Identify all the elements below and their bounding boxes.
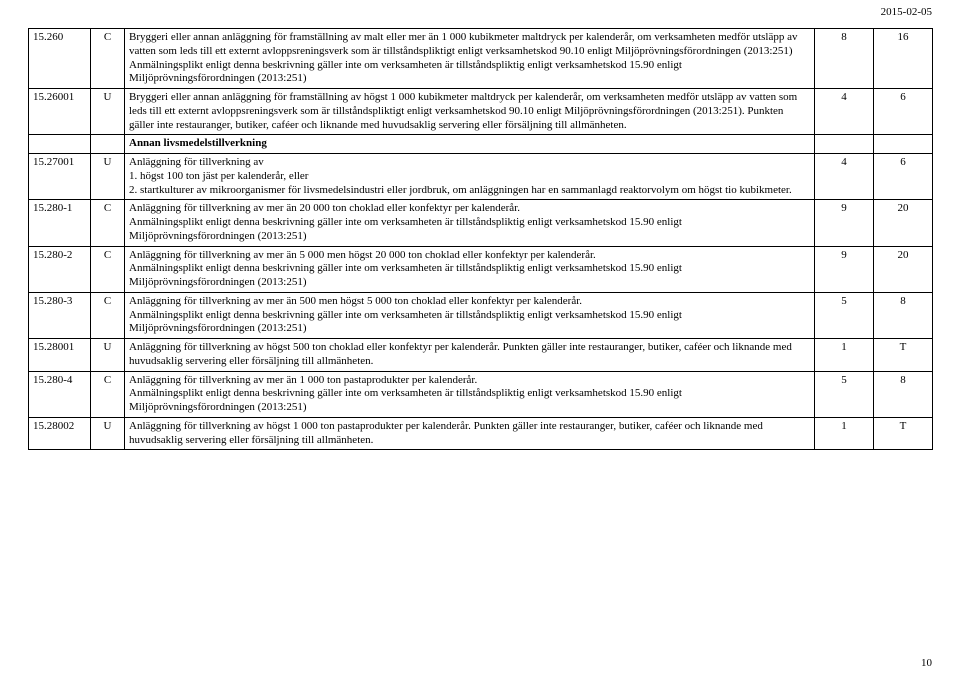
value2-cell: 20 — [874, 246, 933, 292]
desc-cell: Bryggeri eller annan anläggning för fram… — [125, 89, 815, 135]
value2-cell: 16 — [874, 29, 933, 89]
desc-cell: Bryggeri eller annan anläggning för fram… — [125, 29, 815, 89]
value2-cell — [874, 135, 933, 154]
value1-cell: 5 — [815, 292, 874, 338]
value1-cell: 9 — [815, 246, 874, 292]
desc-cell: Anläggning för tillverkning av högst 500… — [125, 339, 815, 372]
value1-cell: 9 — [815, 200, 874, 246]
code-cell: 15.280-3 — [29, 292, 91, 338]
document-date: 2015-02-05 — [881, 6, 932, 18]
value2-cell: 8 — [874, 371, 933, 417]
section-heading: Annan livsmedelstillverkning — [125, 135, 815, 154]
desc-cell: Anläggning för tillverkning av mer än 1 … — [125, 371, 815, 417]
table-row: 15.260CBryggeri eller annan anläggning f… — [29, 29, 933, 89]
code-cell: 15.26001 — [29, 89, 91, 135]
value1-cell — [815, 135, 874, 154]
table-row: Annan livsmedelstillverkning — [29, 135, 933, 154]
value1-cell: 4 — [815, 154, 874, 200]
value2-cell: 20 — [874, 200, 933, 246]
class-cell — [91, 135, 125, 154]
code-cell: 15.28001 — [29, 339, 91, 372]
class-cell: U — [91, 417, 125, 450]
desc-cell: Anläggning för tillverkning av mer än 20… — [125, 200, 815, 246]
value2-cell: T — [874, 339, 933, 372]
class-cell: C — [91, 246, 125, 292]
class-cell: U — [91, 89, 125, 135]
class-cell: C — [91, 29, 125, 89]
code-cell: 15.260 — [29, 29, 91, 89]
value1-cell: 4 — [815, 89, 874, 135]
code-cell: 15.28002 — [29, 417, 91, 450]
class-cell: C — [91, 292, 125, 338]
class-cell: U — [91, 154, 125, 200]
value2-cell: 6 — [874, 89, 933, 135]
value1-cell: 1 — [815, 339, 874, 372]
table-row: 15.280-2CAnläggning för tillverkning av … — [29, 246, 933, 292]
page-number: 10 — [921, 657, 932, 669]
table-row: 15.27001UAnläggning för tillverkning av1… — [29, 154, 933, 200]
regulation-table: 15.260CBryggeri eller annan anläggning f… — [28, 28, 933, 450]
desc-cell: Anläggning för tillverkning av1. högst 1… — [125, 154, 815, 200]
code-cell: 15.280-1 — [29, 200, 91, 246]
class-cell: U — [91, 339, 125, 372]
table-row: 15.26001UBryggeri eller annan anläggning… — [29, 89, 933, 135]
class-cell: C — [91, 371, 125, 417]
code-cell: 15.280-2 — [29, 246, 91, 292]
code-cell: 15.27001 — [29, 154, 91, 200]
table-row: 15.280-3CAnläggning för tillverkning av … — [29, 292, 933, 338]
value1-cell: 8 — [815, 29, 874, 89]
table-row: 15.280-1CAnläggning för tillverkning av … — [29, 200, 933, 246]
desc-cell: Anläggning för tillverkning av mer än 50… — [125, 292, 815, 338]
value2-cell: 8 — [874, 292, 933, 338]
table-row: 15.280-4CAnläggning för tillverkning av … — [29, 371, 933, 417]
value1-cell: 1 — [815, 417, 874, 450]
code-cell: 15.280-4 — [29, 371, 91, 417]
value2-cell: T — [874, 417, 933, 450]
class-cell: C — [91, 200, 125, 246]
desc-cell: Anläggning för tillverkning av mer än 5 … — [125, 246, 815, 292]
table-row: 15.28001UAnläggning för tillverkning av … — [29, 339, 933, 372]
value2-cell: 6 — [874, 154, 933, 200]
value1-cell: 5 — [815, 371, 874, 417]
table-row: 15.28002UAnläggning för tillverkning av … — [29, 417, 933, 450]
desc-cell: Anläggning för tillverkning av högst 1 0… — [125, 417, 815, 450]
code-cell — [29, 135, 91, 154]
